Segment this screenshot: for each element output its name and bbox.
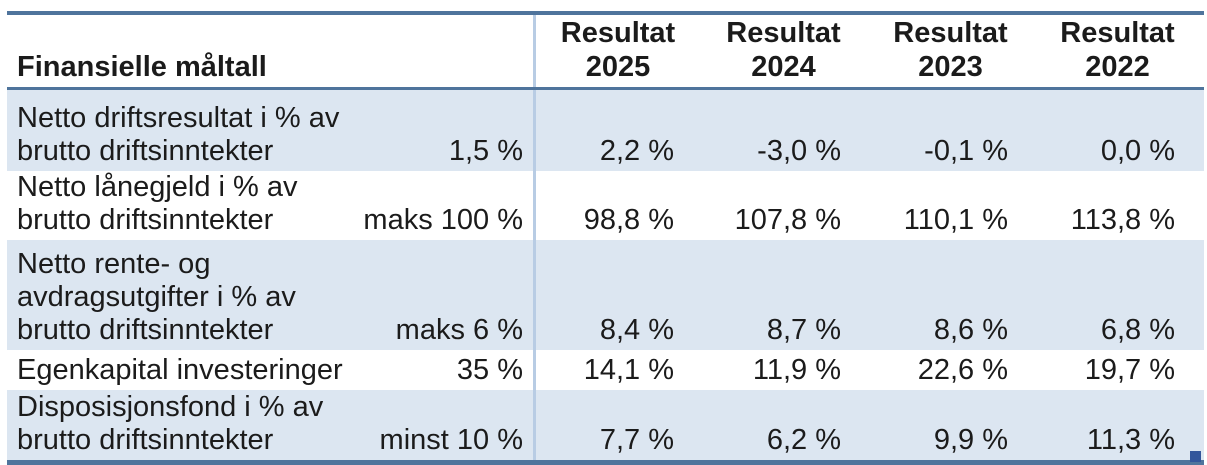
row-label-line: Netto rente- og xyxy=(17,248,211,280)
header-resultat-2023: Resultat 2023 xyxy=(867,15,1034,87)
row-target-value: maks 100 % xyxy=(363,204,523,236)
header-resultat-2022: Resultat 2022 xyxy=(1034,15,1201,87)
header-resultat-2024: Resultat 2024 xyxy=(700,15,867,87)
cell-2025: 7,7 % xyxy=(533,390,700,460)
table-top-border xyxy=(7,11,1204,15)
row-label-line: avdragsutgifter i % av xyxy=(17,281,296,313)
table-row-netto-driftsresultat: Netto driftsresultat i % av brutto drift… xyxy=(7,90,1204,171)
financial-targets-table: Finansielle måltall Resultat 2025 Result… xyxy=(7,11,1204,465)
header-finansielle-maltall: Finansielle måltall xyxy=(17,51,267,83)
cell-2024: 107,8 % xyxy=(734,204,841,236)
selection-handle xyxy=(1190,451,1201,462)
row-label: Netto rente- og avdragsutgifter i % av b… xyxy=(7,240,533,350)
row-label-line: Egenkapital investeringer xyxy=(17,354,343,386)
row-label: Egenkapital investeringer 35 % xyxy=(7,350,533,390)
cell-2023: 110,1 % xyxy=(903,204,1008,236)
cell-2023: 9,9 % xyxy=(933,424,1008,456)
row-label-line: brutto driftsinntekter xyxy=(17,204,274,236)
cell-2025: 98,8 % xyxy=(533,171,700,240)
row-target-value: maks 6 % xyxy=(395,314,523,346)
cell-2025: 14,1 % xyxy=(533,350,700,390)
cell-2023: -0,1 % xyxy=(924,135,1008,167)
cell-2023: 22,6 % xyxy=(917,354,1008,386)
table-row-netto-lanegjeld: Netto lånegjeld i % av brutto driftsinnt… xyxy=(7,171,1204,240)
table-bottom-border xyxy=(7,451,1204,465)
header-resultat-2025-line2: 2025 xyxy=(585,51,651,83)
row-label-line: Netto lånegjeld i % av xyxy=(17,171,298,203)
row-label-line: Netto driftsresultat i % av xyxy=(17,102,340,134)
table-row-disposisjonsfond: Disposisjonsfond i % av brutto driftsinn… xyxy=(7,390,1204,460)
cell-2024: 11,9 % xyxy=(752,354,841,386)
header-resultat-2025-line1: Resultat xyxy=(560,17,676,49)
header-resultat-2022-line1: Resultat xyxy=(1060,17,1175,49)
header-resultat-2025: Resultat 2025 xyxy=(533,15,700,87)
row-label-line: brutto driftsinntekter xyxy=(17,135,274,167)
cell-2023: 8,6 % xyxy=(933,314,1008,346)
row-label: Netto driftsresultat i % av brutto drift… xyxy=(7,90,533,171)
cell-2022: 19,7 % xyxy=(1084,354,1175,386)
row-target-value: 1,5 % xyxy=(448,135,523,167)
table-row-netto-rente-avdrag: Netto rente- og avdragsutgifter i % av b… xyxy=(7,240,1204,350)
cell-2022: 6,8 % xyxy=(1100,314,1175,346)
cell-2022: 11,3 % xyxy=(1086,424,1175,456)
header-resultat-2024-line1: Resultat xyxy=(726,17,841,49)
table-header-row: Finansielle måltall Resultat 2025 Result… xyxy=(7,15,1204,90)
row-label-line: brutto driftsinntekter xyxy=(17,424,274,456)
row-label: Disposisjonsfond i % av brutto driftsinn… xyxy=(7,390,533,460)
cell-2022: 0,0 % xyxy=(1100,135,1175,167)
row-label-line: brutto driftsinntekter xyxy=(17,314,274,346)
header-resultat-2024-line2: 2024 xyxy=(751,51,816,83)
cell-2024: 8,7 % xyxy=(766,314,841,346)
row-label: Netto lånegjeld i % av brutto driftsinnt… xyxy=(7,171,533,240)
header-resultat-2022-line2: 2022 xyxy=(1085,51,1150,83)
row-target-value: minst 10 % xyxy=(379,424,523,456)
header-resultat-2023-line1: Resultat xyxy=(893,17,1008,49)
header-resultat-2023-line2: 2023 xyxy=(918,51,983,83)
row-target-value: 35 % xyxy=(456,354,523,386)
cell-2024: -3,0 % xyxy=(757,135,841,167)
cell-2024: 6,2 % xyxy=(766,424,841,456)
cell-2025: 8,4 % xyxy=(533,240,700,350)
row-label-line: Disposisjonsfond i % av xyxy=(17,391,324,423)
cell-2025: 2,2 % xyxy=(533,90,700,171)
table-row-egenkapital: Egenkapital investeringer 35 % 14,1 % 11… xyxy=(7,350,1204,390)
cell-2022: 113,8 % xyxy=(1070,204,1175,236)
